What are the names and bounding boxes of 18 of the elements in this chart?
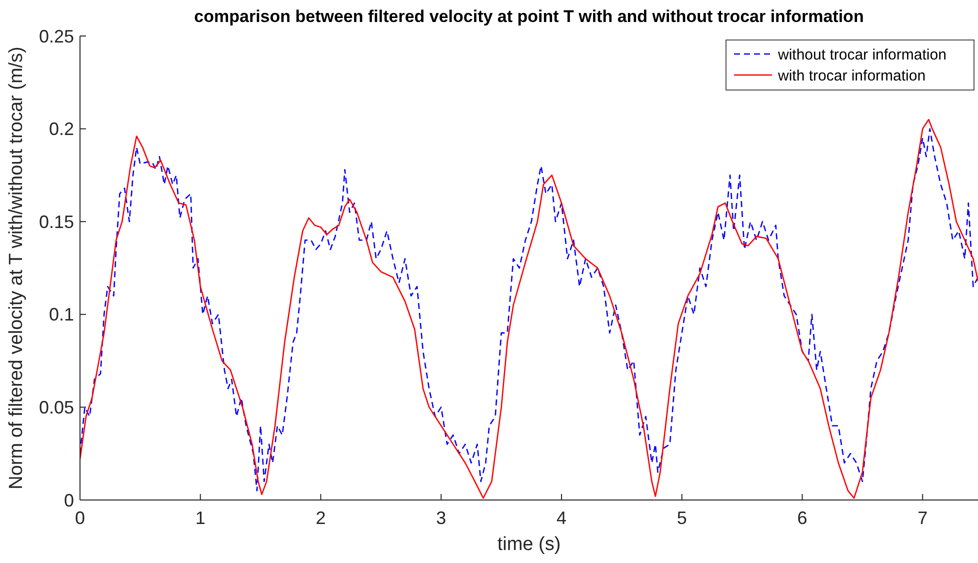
y-tick-label: 0.2 [48,119,74,140]
x-tick-label: 7 [918,508,928,528]
x-tick-label: 4 [556,508,567,528]
x-tick-label: 1 [195,508,206,528]
x-tick-label: 3 [436,508,446,528]
y-tick-label: 0 [64,490,74,510]
chart-title: comparison between filtered velocity at point T with and without trocar information [194,7,864,26]
legend-label: without trocar information [777,46,946,64]
x-tick-label: 6 [797,508,808,528]
legend-label: with trocar information [777,67,926,84]
y-tick-label: 0.05 [38,398,74,418]
x-axis-title: time (s) [497,534,561,555]
y-tick-label: 0.25 [38,26,74,46]
x-tick-label: 2 [316,508,326,528]
y-tick-label: 0.1 [48,304,74,325]
x-tick-label: 5 [676,508,687,528]
y-axis-title: Norm of filtered velocity at T with/without trocar (m/s) [6,46,27,490]
y-tick-label: 0.15 [38,212,74,232]
